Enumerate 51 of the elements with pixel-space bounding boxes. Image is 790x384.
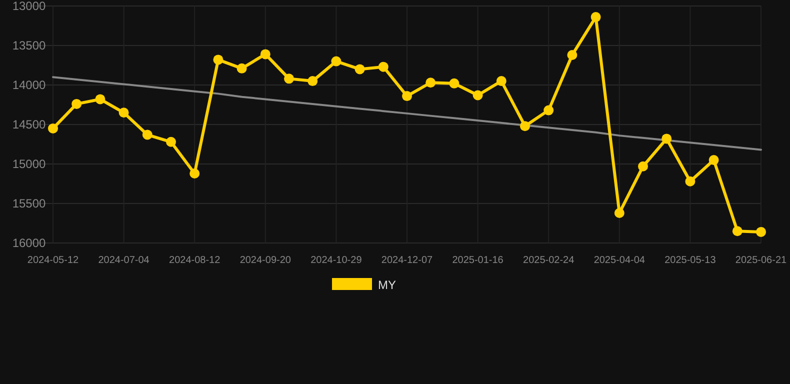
point <box>662 134 672 144</box>
x-tick-label: 2024-10-29 <box>310 255 362 266</box>
point <box>449 78 460 88</box>
point <box>260 49 270 60</box>
x-tick-label: 2025-04-04 <box>594 255 646 266</box>
y-tick-label: 13500 <box>12 38 46 52</box>
x-tick-label: 2025-02-24 <box>523 255 575 266</box>
y-tick-label: 13000 <box>12 0 46 13</box>
point <box>213 54 224 65</box>
point <box>166 136 176 147</box>
point <box>590 12 601 22</box>
point <box>496 76 506 86</box>
point <box>520 121 530 132</box>
x-tick-label: 2025-01-16 <box>452 255 504 266</box>
point <box>118 108 129 118</box>
y-tick-label: 14500 <box>12 118 46 132</box>
x-tick-label: 2024-07-04 <box>98 255 150 266</box>
line-series <box>52 76 762 151</box>
point <box>190 168 200 178</box>
y-tick-label: 14000 <box>12 78 46 92</box>
point <box>142 130 152 140</box>
y-tick-label: 15000 <box>12 157 46 171</box>
point <box>708 155 719 166</box>
point <box>331 56 342 66</box>
point <box>756 226 766 237</box>
point <box>284 74 294 84</box>
y-tick-label: 16000 <box>12 236 46 250</box>
point <box>426 78 436 88</box>
point <box>48 123 58 134</box>
point <box>354 64 365 74</box>
x-tick-label: 2025-05-13 <box>664 255 716 266</box>
x-tick-label: 2025-06-21 <box>735 255 788 266</box>
point <box>544 105 554 116</box>
point <box>402 91 412 102</box>
point <box>685 176 696 186</box>
point <box>72 98 82 109</box>
y-tick-label: 15500 <box>12 196 46 210</box>
point <box>378 62 388 72</box>
point <box>472 90 483 100</box>
point <box>308 76 318 86</box>
x-tick-label: 2024-05-12 <box>27 255 80 266</box>
point <box>638 161 648 172</box>
point <box>614 208 624 218</box>
x-tick-label: 2024-12-07 <box>381 255 434 266</box>
point <box>95 94 106 104</box>
x-tick-label: 2024-09-20 <box>240 255 292 266</box>
point <box>236 63 247 74</box>
x-tick-label: 2024-08-12 <box>169 255 221 266</box>
point <box>567 50 578 60</box>
point <box>732 226 742 236</box>
legend-label: MY <box>378 278 396 292</box>
